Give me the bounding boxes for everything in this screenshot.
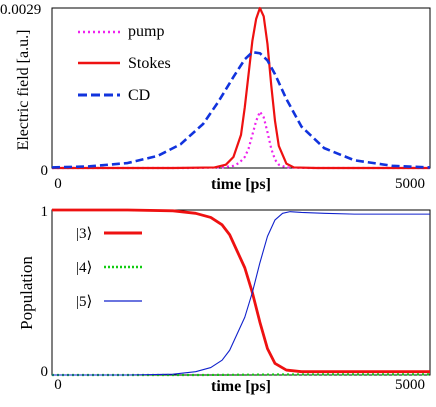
series-line-state5: [52, 211, 430, 376]
x-axis-label-top: time [ps]: [211, 176, 271, 193]
y-tick-label-one-bottom: 1: [41, 204, 49, 220]
legend-top: pump Stokes CD: [78, 23, 171, 104]
series-line-state3: [52, 208, 430, 374]
legend-label-state5: |5⟩: [76, 294, 92, 310]
series-group-bottom: [52, 208, 430, 377]
y-tick-label-zero-bottom: 0: [41, 364, 49, 380]
legend-label-stokes: Stokes: [128, 55, 171, 72]
panel-population: 0 1 0 5000 time [ps] Population |3⟩ |4⟩ …: [17, 204, 431, 395]
legend-label-pump: pump: [128, 23, 164, 40]
y-axis-label-top: Electric field [a.u.]: [15, 30, 32, 151]
x-tick-label-zero-top: 0: [54, 176, 62, 192]
plot-frame-bottom: [51, 209, 431, 376]
series-line-pump: [52, 110, 430, 170]
series-line-stokes: [52, 6, 430, 170]
series-group-top: [51, 6, 431, 170]
legend-bottom: |3⟩ |4⟩ |5⟩: [76, 226, 142, 310]
y-tick-label-max-top: 0.0029: [0, 2, 41, 18]
x-axis-label-bottom: time [ps]: [211, 378, 271, 395]
legend-label-state4: |4⟩: [76, 260, 92, 276]
tick-marks-bottom: [51, 209, 431, 376]
legend-label-state3: |3⟩: [76, 226, 92, 242]
x-tick-label-max-top: 5000: [395, 176, 425, 192]
y-axis-label-bottom: Population: [17, 256, 36, 330]
panel-electric-field: 0 0.0029 0 5000 time [ps] Electric field…: [0, 2, 431, 193]
series-line-cd: [51, 50, 431, 169]
series-line-state4: [52, 373, 430, 377]
x-tick-label-max-bottom: 5000: [395, 377, 425, 393]
x-tick-label-zero-bottom: 0: [54, 377, 62, 393]
y-tick-label-zero-top: 0: [41, 163, 49, 179]
plot-frame-top: [51, 7, 431, 169]
legend-label-cd: CD: [128, 87, 150, 104]
